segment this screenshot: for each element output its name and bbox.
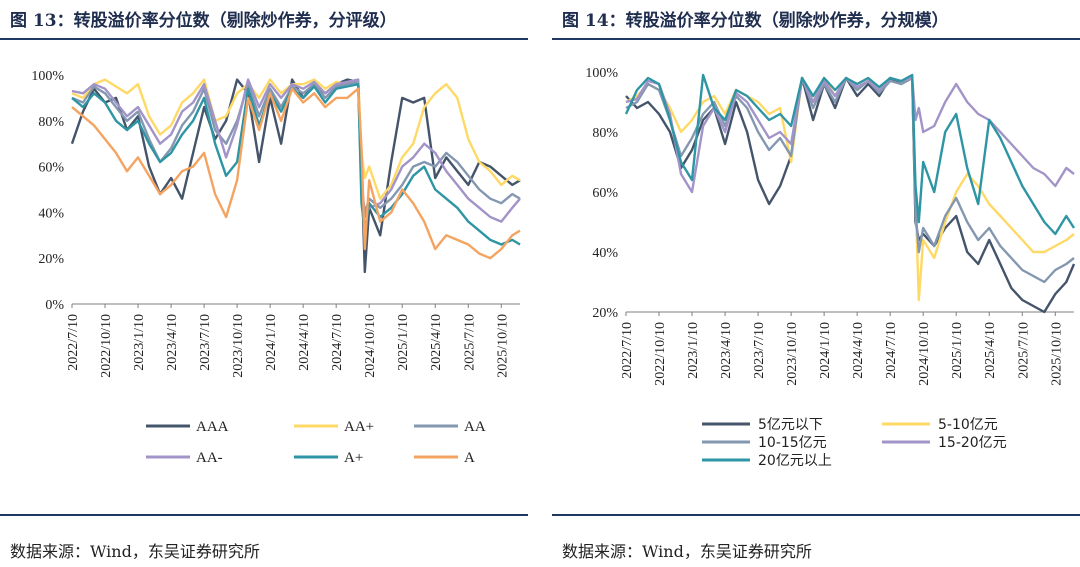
- x-tick-label: 2022/7/10: [620, 322, 635, 379]
- x-tick-label: 2023/4/10: [719, 322, 734, 379]
- series-line-2: [71, 80, 521, 214]
- y-tick-label: 60%: [592, 186, 618, 201]
- y-tick-label: 100%: [585, 66, 618, 81]
- y-tick-label: 20%: [592, 306, 618, 321]
- series-line-3: [71, 78, 521, 223]
- legend-label: A: [464, 450, 475, 466]
- x-tick-label: 2023/4/10: [165, 314, 180, 371]
- x-tick-label: 2024/7/10: [884, 322, 899, 379]
- series-line-3: [625, 76, 1075, 194]
- figure-13-source: 数据来源：Wind，东吴证券研究所: [10, 542, 260, 561]
- x-tick-label: 2025/4/10: [983, 322, 998, 379]
- figure-14-bottom-rule: [552, 514, 1080, 516]
- figure-14-title: 图 14：转股溢价率分位数（剔除炒作券，分规模）: [562, 11, 949, 31]
- x-tick-label: 2025/10/10: [1049, 322, 1064, 386]
- x-tick-label: 2025/7/10: [1016, 322, 1031, 379]
- x-tick-label: 2025/4/10: [429, 314, 444, 371]
- figure-13-bottom-rule: [0, 514, 528, 516]
- x-tick-label: 2024/4/10: [297, 314, 312, 371]
- legend-label: AAA: [196, 419, 229, 435]
- legend-label: 20亿元以上: [758, 453, 832, 469]
- legend-label: 15-20亿元: [938, 435, 1007, 451]
- y-tick-label: 40%: [592, 246, 618, 261]
- x-tick-label: 2023/1/10: [686, 322, 701, 379]
- legend-label: 10-15亿元: [758, 435, 827, 451]
- y-tick-label: 80%: [592, 126, 618, 141]
- series-line-4: [71, 83, 521, 246]
- x-tick-label: 2025/10/10: [495, 314, 510, 378]
- x-tick-label: 2023/1/10: [132, 314, 147, 371]
- figure-14-top-rule: [552, 38, 1080, 40]
- x-tick-label: 2024/4/10: [851, 322, 866, 379]
- series-line-1: [71, 78, 521, 200]
- rating-premium-chart: 0% 20% 40% 60% 80% 100% 2022/7/10 2022/10/10 202…: [31, 69, 521, 466]
- figure-13-title: 图 13：转股溢价率分位数（剔除炒作券，分评级）: [10, 11, 397, 31]
- figure-14: 图 14：转股溢价率分位数（剔除炒作券，分规模） 20% 40% 60% 80% 100…: [552, 0, 1080, 567]
- x-tick-label: 2022/10/10: [653, 322, 668, 386]
- legend-label: AA-: [196, 450, 223, 466]
- series-line-2: [625, 76, 1075, 284]
- legend-label: A+: [344, 450, 363, 466]
- size-premium-chart: 20% 40% 60% 80% 100% 2022/7/10 2022/10/10 2023/…: [585, 66, 1076, 469]
- x-tick-label: 2024/10/10: [917, 322, 932, 386]
- x-tick-label: 2023/10/10: [785, 322, 800, 386]
- y-tick-label: 60%: [38, 161, 64, 176]
- y-tick-label: 100%: [31, 69, 64, 84]
- figure-14-source: 数据来源：Wind，东吴证券研究所: [562, 542, 812, 561]
- x-tick-label: 2024/10/10: [363, 314, 378, 378]
- x-tick-label: 2025/1/10: [396, 314, 411, 371]
- legend-label: 5-10亿元: [938, 417, 998, 433]
- x-tick-label: 2023/7/10: [198, 314, 213, 371]
- x-tick-label: 2022/7/10: [66, 314, 81, 371]
- x-tick-label: 2022/10/10: [99, 314, 114, 378]
- y-tick-label: 80%: [38, 115, 64, 130]
- legend-label: AA+: [344, 419, 374, 435]
- legend-label: AA: [464, 419, 486, 435]
- y-tick-label: 40%: [38, 206, 64, 221]
- y-tick-label: 20%: [38, 252, 64, 267]
- x-tick-label: 2023/10/10: [231, 314, 246, 378]
- x-tick-label: 2025/1/10: [950, 322, 965, 379]
- x-tick-label: 2024/1/10: [264, 314, 279, 371]
- figure-13-top-rule: [0, 38, 528, 40]
- y-tick-label: 0%: [45, 298, 64, 313]
- legend-label: 5亿元以下: [758, 417, 823, 433]
- series-line-0: [625, 76, 1076, 314]
- x-tick-label: 2024/1/10: [818, 322, 833, 379]
- x-tick-label: 2024/7/10: [330, 314, 345, 371]
- x-tick-label: 2025/7/10: [462, 314, 477, 371]
- series-line-5: [71, 87, 521, 260]
- figure-13: 图 13：转股溢价率分位数（剔除炒作券，分评级） 0% 20% 40% 60% 80% 1…: [0, 0, 528, 567]
- x-tick-label: 2023/7/10: [752, 322, 767, 379]
- series-line-4: [624, 73, 1076, 236]
